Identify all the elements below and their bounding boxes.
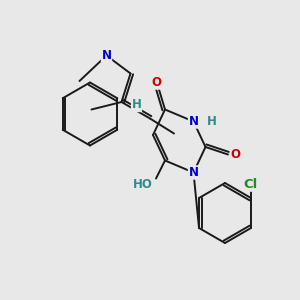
Text: O: O xyxy=(151,76,161,89)
Text: H: H xyxy=(132,98,141,112)
Text: Cl: Cl xyxy=(244,178,258,191)
Text: HO: HO xyxy=(133,178,152,191)
Text: H: H xyxy=(207,115,216,128)
Text: N: N xyxy=(188,115,199,128)
Text: N: N xyxy=(101,49,112,62)
Text: O: O xyxy=(230,148,241,161)
Text: N: N xyxy=(188,166,199,179)
